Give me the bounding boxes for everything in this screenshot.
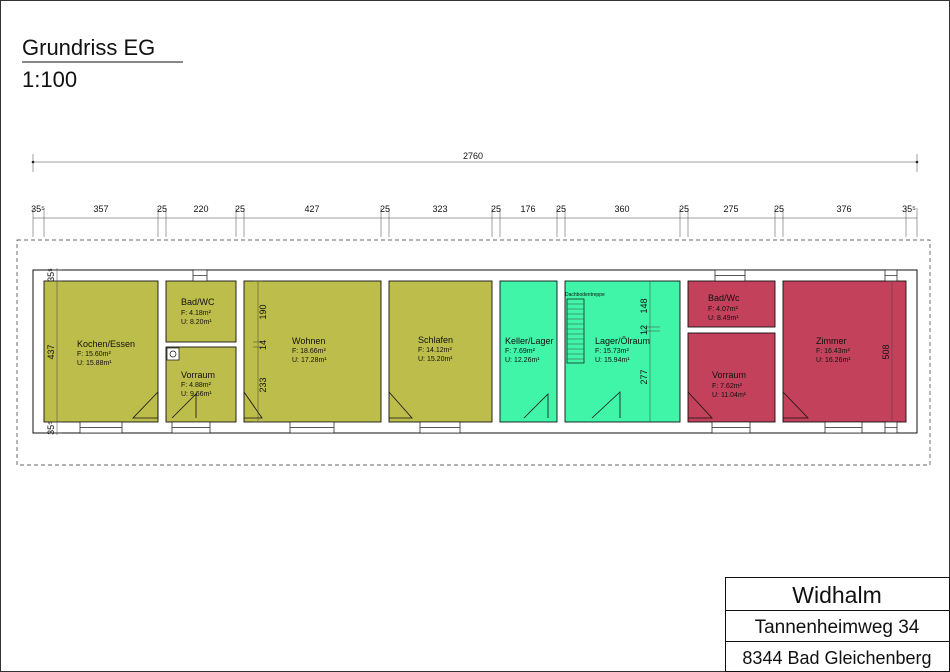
wohnen-dimension: 190 14 233 <box>253 280 268 423</box>
right-dimension-label: 508 <box>881 344 891 359</box>
room-bad-wc-right <box>687 280 776 328</box>
room-area: F: 4.07m² <box>708 306 739 313</box>
room-name: Bad/WC <box>181 297 215 307</box>
wohnen-dimension-label: 14 <box>258 340 268 350</box>
room-perimeter: U: 15.88m¹ <box>77 360 112 367</box>
room-area: F: 16.43m² <box>816 348 851 355</box>
room-name: Bad/Wc <box>708 293 740 303</box>
dimension-label: 220 <box>193 204 208 214</box>
room-schlafen <box>388 280 493 423</box>
left-dimension: 35⁵ 437 35⁵ <box>46 268 62 435</box>
lager-dimension-label: 148 <box>639 298 649 313</box>
room-area: F: 4.88m² <box>181 382 212 389</box>
room-area: F: 15.73m² <box>595 348 630 355</box>
door-swing <box>591 391 621 419</box>
doors <box>132 391 809 419</box>
dimension-label: 25 <box>235 204 245 214</box>
title-block: Widhalm Tannenheimweg 34 8344 Bad Gleich… <box>725 577 950 672</box>
dimension-label: 357 <box>93 204 108 214</box>
dimension-label: 376 <box>836 204 851 214</box>
dimension-label: 323 <box>432 204 447 214</box>
room-perimeter: U: 15.94m¹ <box>595 357 630 364</box>
room-name: Kochen/Essen <box>77 339 135 349</box>
attic-stair: Dachbodentreppe <box>565 292 605 364</box>
room-name: Vorraum <box>181 370 215 380</box>
dimension-label: 35⁵ <box>31 204 45 214</box>
room-name: Schlafen <box>418 335 453 345</box>
overall-dimension-label: 2760 <box>463 151 483 161</box>
room-area: F: 4.18m² <box>181 310 212 317</box>
chimney-flue-icon <box>169 350 177 358</box>
left-dimension-label: 437 <box>46 344 56 359</box>
stair-label: Dachbodentreppe <box>565 292 605 298</box>
dimension-label: 25 <box>774 204 784 214</box>
stair-outline <box>566 298 585 364</box>
plan-title: Grundriss EG <box>22 35 155 60</box>
room-perimeter: U: 8.20m¹ <box>181 319 212 326</box>
dashed-outline <box>16 239 931 466</box>
title-block-street: Tannenheimweg 34 <box>755 617 920 638</box>
lager-dimension-label: 12 <box>639 325 649 335</box>
door-swing <box>687 391 713 419</box>
room-perimeter: U: 11.04m¹ <box>712 392 747 399</box>
room-zimmer <box>782 280 907 423</box>
wohnen-dimension-label: 233 <box>258 377 268 392</box>
room-perimeter: U: 15.20m¹ <box>418 356 453 363</box>
room-area: F: 14.12m² <box>418 347 453 354</box>
room-labels: Kochen/Essen F: 15.60m² U: 15.88m¹ Bad/W… <box>77 293 851 399</box>
plan-scale: 1:100 <box>22 67 77 92</box>
door-swing <box>171 393 197 419</box>
room-kochen-essen <box>43 280 159 423</box>
door-swing <box>782 391 809 419</box>
dimension-chain: 35⁵ 357 25 220 25 427 25 323 25 176 25 3… <box>31 204 918 237</box>
title-block-frame <box>725 577 950 672</box>
room-name: Keller/Lager <box>505 336 554 346</box>
room-area: F: 7.69m² <box>505 348 536 355</box>
door-swing <box>388 391 413 419</box>
dimension-label: 176 <box>520 204 535 214</box>
chimney-symbol <box>166 347 180 361</box>
room-area: F: 7.62m² <box>712 383 743 390</box>
stair-treads <box>567 303 584 360</box>
title-block-name: Widhalm <box>792 582 881 608</box>
right-dimension: 508 <box>881 280 897 423</box>
windows <box>79 269 898 434</box>
room-area: F: 18.66m² <box>292 348 327 355</box>
room-perimeter: U: 12.26m¹ <box>505 357 540 364</box>
dimension-label: 35⁵ <box>902 204 916 214</box>
dimension-extension-lines <box>32 208 918 237</box>
door-swing <box>523 393 549 419</box>
room-perimeter: U: 16.26m¹ <box>816 357 851 364</box>
overall-dimension: 2760 <box>31 151 919 172</box>
overall-tick-right <box>915 160 919 164</box>
left-dimension-label: 35⁵ <box>46 268 56 282</box>
room-name: Vorraum <box>712 370 746 380</box>
room-perimeter: U: 8.49m¹ <box>708 315 739 322</box>
dimension-label: 360 <box>614 204 629 214</box>
wohnen-dimension-label: 190 <box>258 304 268 319</box>
dimension-label: 25 <box>491 204 501 214</box>
room-name: Wohnen <box>292 336 325 346</box>
door-swing <box>243 391 263 419</box>
lager-dimension-label: 277 <box>639 369 649 384</box>
room-area: F: 15.60m² <box>77 351 112 358</box>
dimension-label: 25 <box>556 204 566 214</box>
room-name: Zimmer <box>816 336 847 346</box>
left-dimension-label: 35⁵ <box>46 421 56 435</box>
lager-dimension: 148 12 277 <box>639 281 660 422</box>
dimension-label: 427 <box>304 204 319 214</box>
room-name: Lager/Ölraum <box>595 336 650 346</box>
dimension-label: 25 <box>679 204 689 214</box>
dimension-label: 25 <box>380 204 390 214</box>
room-perimeter: U: 9.66m¹ <box>181 391 212 398</box>
overall-tick-left <box>31 160 35 164</box>
door-swing <box>132 391 159 419</box>
room-perimeter: U: 17.28m¹ <box>292 357 327 364</box>
dimension-label: 25 <box>157 204 167 214</box>
room-keller-lager <box>499 280 558 423</box>
title-block-city: 8344 Bad Gleichenberg <box>742 648 931 668</box>
dimension-label: 275 <box>723 204 738 214</box>
